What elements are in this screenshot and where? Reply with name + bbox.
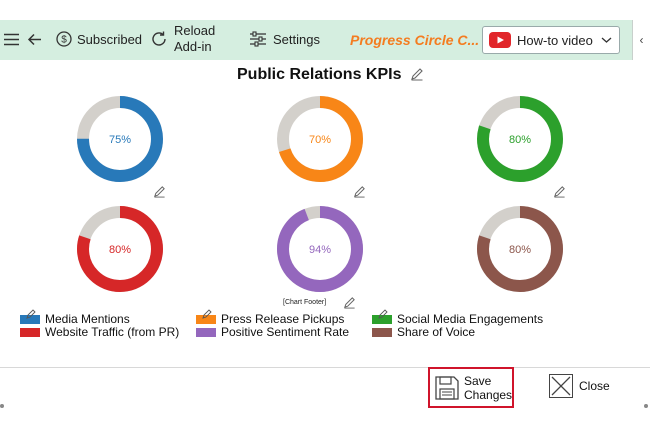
- donut-percent-label: 94%: [309, 244, 331, 256]
- donut-value-arc: [477, 206, 563, 292]
- legend-item[interactable]: Social Media Engagements: [372, 308, 544, 326]
- close-icon: [549, 374, 573, 398]
- reload-label-line1: Reload: [174, 23, 216, 38]
- footer-divider: [0, 367, 650, 368]
- donut-positive-sentiment-rate: 94%: [277, 206, 363, 292]
- subscribed-button[interactable]: $ Subscribed: [56, 31, 142, 47]
- resize-dot: [644, 404, 648, 408]
- dollar-circle-icon: $: [56, 31, 72, 47]
- donut-social-media-engagements: 80%: [477, 96, 563, 182]
- edit-pencil-icon[interactable]: [353, 185, 366, 198]
- youtube-icon: [489, 32, 511, 48]
- legend-item[interactable]: Press Release Pickups: [196, 308, 345, 326]
- edit-pencil-icon[interactable]: [153, 185, 166, 198]
- sliders-icon: [249, 31, 267, 47]
- donut-percent-label: 70%: [309, 134, 331, 146]
- reload-label-line2: Add-in: [174, 39, 212, 54]
- legend-swatch: [372, 327, 392, 337]
- legend-swatch: [372, 308, 392, 324]
- back-arrow-icon[interactable]: [26, 31, 43, 48]
- floppy-disk-icon: [434, 375, 460, 401]
- legend-item[interactable]: Website Traffic (from PR): [20, 325, 179, 339]
- legend-label: Share of Voice: [397, 325, 476, 339]
- legend-swatch: [196, 308, 216, 324]
- legend-item[interactable]: Share of Voice: [372, 325, 475, 339]
- donut-press-release-pickups: 70%: [277, 96, 363, 182]
- legend-label: Media Mentions: [45, 312, 130, 326]
- donut-media-mentions: 75%: [77, 96, 163, 182]
- legend-label: Press Release Pickups: [221, 312, 345, 326]
- donut-percent-label: 80%: [509, 244, 531, 256]
- donut-value-arc: [277, 96, 363, 182]
- save-label-line2: Changes: [464, 387, 513, 402]
- settings-button[interactable]: Settings: [249, 31, 320, 47]
- legend-label: Website Traffic (from PR): [45, 325, 180, 339]
- legend-item[interactable]: Positive Sentiment Rate: [196, 325, 349, 339]
- hamburger-menu-icon[interactable]: [3, 31, 20, 48]
- close-label: Close: [579, 379, 610, 393]
- toolbar: $ Subscribed Reload Add-in Settings Prog…: [0, 20, 632, 60]
- svg-text:$: $: [61, 35, 67, 46]
- donut-value-arc: [477, 96, 563, 182]
- donut-percent-label: 80%: [109, 244, 131, 256]
- donut-percent-label: 80%: [509, 134, 531, 146]
- save-label-line1: Save: [464, 373, 492, 388]
- settings-label: Settings: [273, 31, 320, 47]
- legend-swatch: [20, 327, 40, 337]
- save-changes-button[interactable]: Save Changes: [428, 367, 514, 408]
- edit-title-pencil-icon[interactable]: [410, 67, 424, 81]
- legend-item[interactable]: Media Mentions: [20, 308, 130, 326]
- edit-pencil-icon[interactable]: [553, 185, 566, 198]
- legend-label: Social Media Engagements: [397, 312, 544, 326]
- resize-dot: [0, 404, 4, 408]
- subscribed-label: Subscribed: [77, 31, 143, 47]
- donut-percent-label: 75%: [109, 134, 131, 146]
- reload-addin-button[interactable]: Reload Add-in: [150, 23, 215, 55]
- donut-value-arc: [77, 206, 163, 292]
- donut-value-arc: [277, 206, 363, 292]
- close-button[interactable]: Close: [549, 374, 610, 398]
- chevron-down-icon: [601, 35, 612, 45]
- edit-footer-pencil-icon[interactable]: [343, 296, 356, 309]
- donut-value-arc: [77, 96, 163, 182]
- legend-swatch: [20, 308, 40, 324]
- how-to-video-dropdown[interactable]: How-to video: [482, 26, 620, 54]
- chart-footer[interactable]: [Chart Footer]: [283, 299, 327, 306]
- donut-website-traffic: 80%: [77, 206, 163, 292]
- collapse-panel-chevron-icon[interactable]: ‹: [632, 20, 650, 60]
- chart-title: Public Relations KPIs: [237, 66, 402, 83]
- legend-label: Positive Sentiment Rate: [221, 325, 350, 339]
- reload-icon: [150, 30, 168, 48]
- progress-circle-title: Progress Circle C...: [350, 32, 480, 48]
- how-to-video-label: How-to video: [517, 32, 593, 48]
- legend-swatch: [196, 327, 216, 337]
- donut-share-of-voice: 80%: [477, 206, 563, 292]
